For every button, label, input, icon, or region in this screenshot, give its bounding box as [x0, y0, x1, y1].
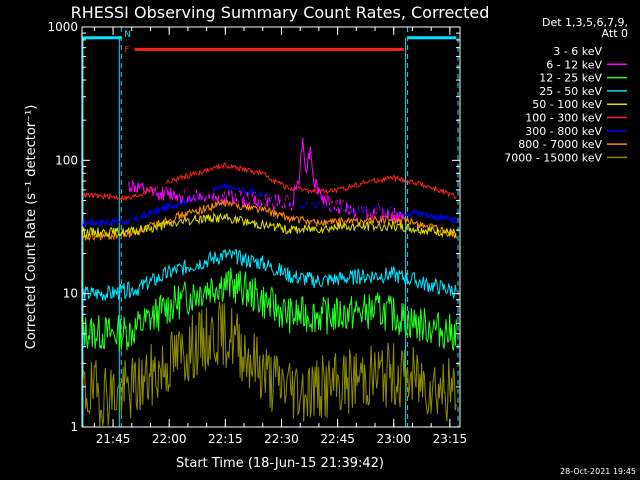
legend-entry-label: 50 - 100 keV	[532, 98, 602, 111]
y-axis-label: Corrected Count Rate (s⁻¹ detector⁻¹)	[24, 105, 39, 350]
series-line-12-25keV	[81, 267, 457, 352]
x-tick-label: 23:00	[376, 432, 411, 446]
legend-header-line-1: Det 1,3,5,6,7,9,	[542, 16, 628, 29]
series-line-3-6keV	[128, 160, 405, 219]
series-line-7000-15000keV	[81, 301, 457, 427]
x-tick-label: 23:15	[433, 432, 468, 446]
legend-entry-label: 100 - 300 keV	[525, 112, 602, 125]
legend-entry-label: 300 - 800 keV	[525, 125, 602, 138]
plot-frame	[81, 26, 461, 428]
legend-entry-label: 7000 - 15000 keV	[504, 151, 602, 164]
legend-entry-label: 800 - 7000 keV	[518, 138, 602, 151]
y-tick-label: 100	[55, 153, 78, 167]
legend-entry-label: 12 - 25 keV	[539, 72, 602, 85]
series-line-300-800keV	[81, 182, 457, 228]
footer-timestamp: 28-Oct-2021 19:45	[560, 467, 636, 476]
legend-entry-label: 3 - 6 keV	[553, 45, 602, 58]
y-tick-label: 1	[70, 420, 78, 434]
flag-n-label: N	[124, 30, 131, 40]
chart-title: RHESSI Observing Summary Count Rates, Co…	[71, 3, 490, 22]
series-line-25-50keV	[81, 248, 457, 301]
x-tick-label: 22:30	[264, 432, 299, 446]
series-line-100-300keV	[81, 162, 457, 202]
x-tick-label: 21:45	[96, 432, 131, 446]
x-axis-label: Start Time (18-Jun-15 21:39:42)	[176, 456, 384, 471]
y-tick-label: 1000	[47, 20, 78, 34]
x-tick-label: 22:45	[320, 432, 355, 446]
legend-entry-label: 25 - 50 keV	[539, 85, 602, 98]
legend-header-line-2: Att 0	[602, 27, 628, 40]
x-tick-label: 22:00	[152, 432, 187, 446]
y-tick-label: 10	[63, 287, 78, 301]
series-line-50-100keV	[81, 211, 457, 239]
x-tick-label: 22:15	[208, 432, 243, 446]
legend-entry-label: 6 - 12 keV	[546, 58, 602, 71]
flag-f-label: F	[124, 45, 129, 55]
